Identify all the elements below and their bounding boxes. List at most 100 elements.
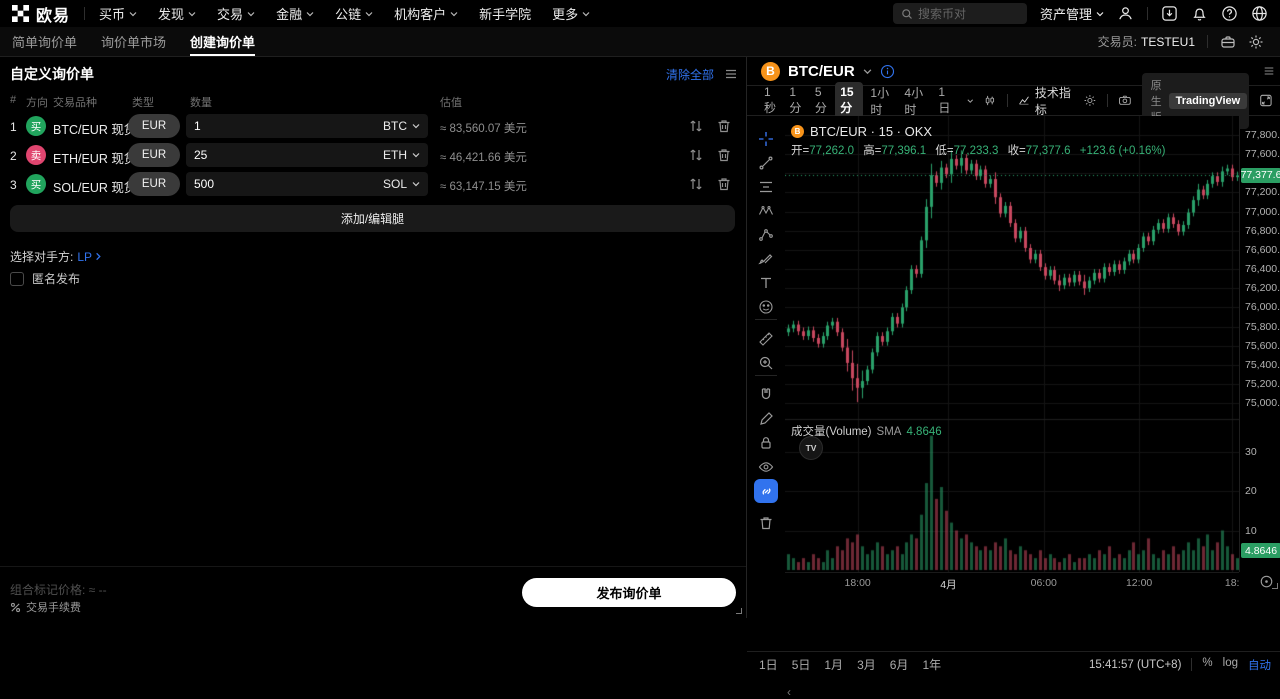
range-1日[interactable]: 1日 (759, 658, 778, 672)
interval-4小时[interactable]: 4小时 (904, 85, 924, 117)
quantity-input[interactable]: 1 BTC (186, 114, 428, 138)
currency-dropdown[interactable]: BTC (383, 119, 420, 133)
quantity-input[interactable]: 500 SOL (186, 172, 428, 196)
interval-5分[interactable]: 5分 (814, 85, 827, 115)
range-3月[interactable]: 3月 (857, 658, 876, 672)
currency-dropdown[interactable]: ETH (383, 148, 420, 162)
pattern-tool-icon[interactable] (758, 203, 774, 219)
swap-direction-icon[interactable] (688, 118, 704, 134)
scale-自动[interactable]: 自动 (1248, 659, 1271, 672)
user-icon[interactable] (1117, 5, 1134, 22)
search-placeholder: 搜索币对 (917, 7, 966, 21)
quantity-input[interactable]: 25 ETH (186, 143, 428, 167)
tab-询价单市场[interactable]: 询价单市场 (101, 35, 167, 50)
range-1年[interactable]: 1年 (922, 658, 942, 672)
range-6月[interactable]: 6月 (889, 658, 909, 672)
asset-management-menu[interactable]: 资产管理 (1040, 4, 1104, 23)
help-icon[interactable] (1221, 5, 1238, 22)
fullscreen-expand-icon[interactable] (1259, 92, 1273, 109)
nav-menu-item[interactable]: 更多 (552, 4, 590, 23)
counterparty-link[interactable]: LP (77, 250, 102, 264)
interval-1分[interactable]: 1分 (789, 85, 802, 115)
anonymous-checkbox[interactable] (10, 271, 24, 286)
interval-1日[interactable]: 1日 (938, 85, 951, 115)
draw-tool-icon[interactable] (758, 411, 774, 427)
forecast-tool-icon[interactable] (758, 227, 774, 243)
time-axis[interactable]: ‹ 18:00 4月 06:00 12:00 18: (785, 572, 1239, 699)
publish-rfq-button[interactable]: 发布询价单 (522, 578, 736, 607)
zoom-tool-icon[interactable] (758, 355, 774, 371)
crosshair-tool-icon[interactable] (758, 131, 774, 147)
tradingview-logo[interactable]: TV (799, 436, 823, 460)
pair-selector[interactable]: SOL/EUR 现货 (53, 181, 137, 195)
swap-direction-icon[interactable] (688, 176, 704, 192)
trash-tool-icon[interactable] (758, 515, 774, 531)
search-input[interactable]: 搜索币对 (892, 3, 1027, 24)
emoji-tool-icon[interactable] (758, 299, 774, 315)
leg-index: 3 (10, 178, 17, 192)
swap-direction-icon[interactable] (688, 147, 704, 163)
currency-dropdown[interactable]: SOL (383, 177, 420, 191)
resize-handle[interactable] (736, 608, 742, 614)
chart-settings-gear-icon[interactable] (1083, 92, 1097, 109)
nav-menu-item[interactable]: 新手学院 (479, 7, 532, 22)
tradingview-toggle[interactable]: TradingView (1168, 92, 1248, 109)
camera-snapshot-icon[interactable] (1118, 92, 1132, 109)
type-pill[interactable]: EUR (128, 143, 180, 167)
delete-leg-icon[interactable] (716, 118, 732, 134)
chevron-down-icon[interactable] (863, 67, 872, 76)
text-tool-icon[interactable] (758, 275, 774, 291)
okx-logo[interactable]: 欧易 (12, 2, 70, 26)
info-icon[interactable] (880, 64, 895, 79)
eye-tool-icon[interactable] (758, 459, 774, 475)
nav-menu-item[interactable]: 金融 (276, 4, 314, 23)
chart-legend: B BTC/EUR · 15 · OKX (791, 124, 932, 139)
magnet-tool-icon[interactable] (758, 387, 774, 403)
clock[interactable]: 15:41:57 (UTC+8) (1089, 658, 1182, 671)
nav-menu-item[interactable]: 交易 (217, 4, 255, 23)
trendline-tool-icon[interactable] (758, 155, 774, 171)
clear-all-link[interactable]: 清除全部 (665, 67, 714, 82)
download-app-icon[interactable] (1161, 5, 1178, 22)
indicators-button[interactable]: 技术指标 (1018, 84, 1073, 118)
delete-leg-icon[interactable] (716, 176, 732, 192)
nav-menu-item[interactable]: 机构客户 (394, 4, 458, 23)
go-to-realtime-icon[interactable] (1259, 574, 1274, 589)
nav-menu-item[interactable]: 买币 (99, 4, 137, 23)
candle-style-icon[interactable] (983, 92, 997, 109)
delete-leg-icon[interactable] (716, 147, 732, 163)
scroll-left-icon[interactable]: ‹ (787, 685, 791, 699)
scale-%[interactable]: % (1202, 656, 1213, 669)
tab-创建询价单[interactable]: 创建询价单 (190, 27, 256, 56)
language-globe-icon[interactable] (1251, 5, 1268, 22)
briefcase-icon[interactable] (1220, 34, 1236, 50)
interval-1秒[interactable]: 1秒 (764, 85, 777, 115)
type-pill[interactable]: EUR (128, 172, 180, 196)
range-1月[interactable]: 1月 (824, 658, 844, 672)
estimated-value: ≈ 46,421.66 美元 (440, 152, 527, 164)
price-axis[interactable]: 77,800.077,600.077,400.077,200.077,000.0… (1239, 116, 1280, 572)
range-5日[interactable]: 5日 (791, 658, 811, 672)
add-edit-leg-button[interactable]: 添加/编辑腿 (10, 205, 735, 232)
resize-handle[interactable] (1272, 583, 1278, 589)
nav-menu-item[interactable]: 公链 (335, 4, 373, 23)
interval-15分[interactable]: 15分 (835, 82, 864, 119)
candlestick-chart[interactable] (785, 116, 1239, 572)
notifications-bell-icon[interactable] (1191, 5, 1208, 22)
pair-selector[interactable]: ETH/EUR 现货 (53, 152, 137, 166)
panel-menu-icon[interactable] (1263, 65, 1275, 77)
tab-简单询价单[interactable]: 简单询价单 (12, 35, 78, 50)
ruler-tool-icon[interactable] (758, 331, 774, 347)
lock-tool-icon[interactable] (758, 435, 774, 451)
pair-selector[interactable]: BTC/EUR 现货 (53, 123, 137, 137)
scale-log[interactable]: log (1222, 656, 1238, 669)
link-tool-icon[interactable] (754, 479, 778, 503)
type-pill[interactable]: EUR (128, 114, 180, 138)
menu-hamburger-icon[interactable] (724, 67, 738, 81)
nav-menu-item[interactable]: 发现 (158, 4, 196, 23)
settings-gear-icon[interactable] (1248, 34, 1264, 50)
fib-tool-icon[interactable] (758, 179, 774, 195)
interval-more-chevron-icon[interactable] (967, 97, 974, 105)
brush-tool-icon[interactable] (758, 251, 774, 267)
interval-1小时[interactable]: 1小时 (870, 85, 890, 117)
